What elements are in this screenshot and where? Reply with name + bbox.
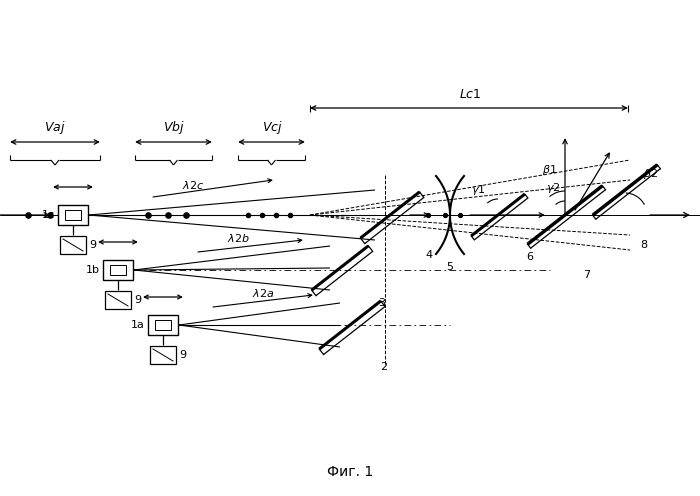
Text: 1a: 1a bbox=[131, 320, 145, 330]
Text: Фиг. 1: Фиг. 1 bbox=[327, 465, 373, 479]
Text: $Vcj$: $Vcj$ bbox=[262, 119, 282, 135]
Text: $Vbj$: $Vbj$ bbox=[163, 119, 185, 135]
Text: 2: 2 bbox=[380, 362, 387, 372]
Text: $Vaj$: $Vaj$ bbox=[44, 119, 66, 135]
Text: 5: 5 bbox=[447, 262, 454, 272]
Bar bbox=[155, 320, 171, 330]
Text: $\beta1$: $\beta1$ bbox=[542, 163, 557, 177]
Text: $\beta2$: $\beta2$ bbox=[643, 167, 658, 181]
Text: $Lc1$: $Lc1$ bbox=[458, 88, 482, 102]
Bar bbox=[103, 260, 133, 280]
Text: $\lambda2b$: $\lambda2b$ bbox=[227, 232, 249, 244]
Bar bbox=[60, 236, 86, 254]
Text: $\gamma1$: $\gamma1$ bbox=[470, 183, 485, 197]
Text: 9: 9 bbox=[179, 350, 186, 360]
Text: 4: 4 bbox=[425, 250, 432, 260]
Text: 9: 9 bbox=[89, 240, 96, 250]
Text: 7: 7 bbox=[583, 270, 590, 280]
Text: 9: 9 bbox=[134, 295, 141, 305]
Text: 8: 8 bbox=[640, 240, 647, 250]
Bar bbox=[65, 210, 81, 220]
Bar bbox=[105, 291, 131, 309]
Text: 6: 6 bbox=[526, 252, 533, 262]
Text: 1c: 1c bbox=[42, 210, 55, 220]
Bar bbox=[148, 315, 178, 335]
Text: $\lambda2a$: $\lambda2a$ bbox=[252, 287, 274, 299]
Text: 1b: 1b bbox=[86, 265, 100, 275]
Text: $\lambda2c$: $\lambda2c$ bbox=[182, 179, 204, 191]
Text: $\gamma2$: $\gamma2$ bbox=[546, 181, 560, 195]
Text: 3: 3 bbox=[378, 298, 385, 308]
Bar bbox=[150, 346, 176, 364]
Bar bbox=[110, 265, 126, 275]
Bar bbox=[58, 205, 88, 225]
